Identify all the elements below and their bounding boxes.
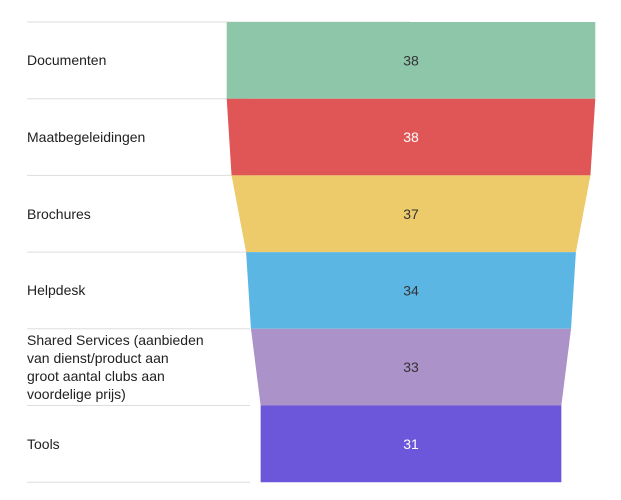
value-label: 38 xyxy=(403,129,419,145)
funnel-segment xyxy=(246,252,576,329)
value-label: 33 xyxy=(403,359,419,375)
category-label: Brochures xyxy=(27,205,91,222)
funnel-segment xyxy=(260,405,562,483)
category-label: Helpdesk xyxy=(27,282,86,299)
funnel-segment xyxy=(226,22,596,99)
category-label: Maatbegeleidingen xyxy=(27,129,146,146)
funnel-segment xyxy=(231,175,591,253)
value-label: 34 xyxy=(403,282,419,298)
funnel-segment xyxy=(250,328,572,406)
category-label: Tools xyxy=(27,435,60,452)
funnel-segment xyxy=(226,98,596,176)
value-label: 37 xyxy=(403,206,419,222)
value-label: 31 xyxy=(403,436,419,452)
category-label: Shared Services (aanbieden van dienst/pr… xyxy=(27,332,204,403)
category-label: Documenten xyxy=(27,52,107,69)
value-label: 38 xyxy=(403,52,419,68)
